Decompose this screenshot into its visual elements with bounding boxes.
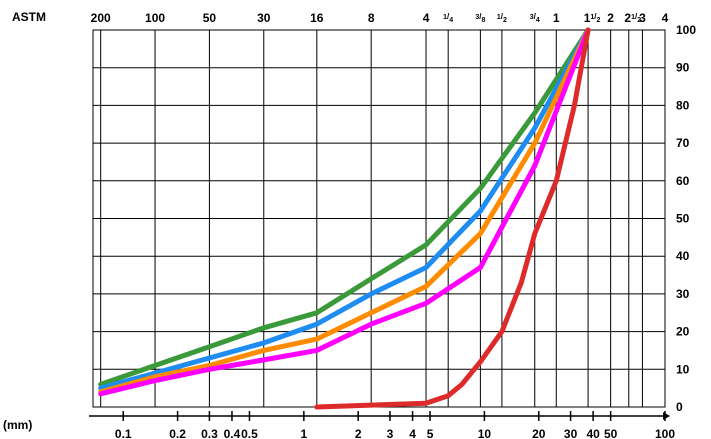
series-line-3 bbox=[98, 27, 591, 395]
y-tick-label: 80 bbox=[676, 98, 690, 112]
y-tick-label: 70 bbox=[676, 136, 690, 150]
mm-tick-label: 0.2 bbox=[169, 427, 186, 439]
y-tick-label: 60 bbox=[676, 174, 690, 188]
mm-tick-label: 0.4 bbox=[224, 427, 241, 439]
y-tick-labels: 0 10 20 30 40 50 60 70 80 90 100 bbox=[676, 23, 696, 414]
series-line-5 bbox=[314, 27, 591, 410]
y-tick-label: 90 bbox=[676, 61, 690, 75]
mm-tick-label: 10 bbox=[478, 427, 492, 439]
astm-tick-label: 8 bbox=[368, 11, 375, 25]
astm-tick-label: 100 bbox=[145, 11, 165, 25]
mm-axis-arrow bbox=[663, 412, 670, 420]
y-tick-label: 50 bbox=[676, 212, 690, 226]
astm-tick-label: 16 bbox=[310, 11, 324, 25]
mm-tick-label: 0.3 bbox=[201, 427, 218, 439]
astm-tick-label: 50 bbox=[203, 11, 217, 25]
y-tick-label: 100 bbox=[676, 23, 696, 37]
astm-tick-label: 21/2 bbox=[624, 11, 641, 25]
astm-tick-label: 3 bbox=[639, 11, 646, 25]
mm-tick-label: 100 bbox=[655, 427, 675, 439]
series-line-2 bbox=[98, 27, 591, 391]
astm-tick-label: 2 bbox=[607, 11, 614, 25]
astm-tick-label: 4 bbox=[662, 11, 669, 25]
y-tick-label: 10 bbox=[676, 362, 690, 376]
y-tick-label: 30 bbox=[676, 287, 690, 301]
mm-tick-label: 1 bbox=[300, 427, 307, 439]
mm-tick-label: 0.5 bbox=[241, 427, 258, 439]
x-axis bbox=[89, 411, 670, 421]
mm-tick-label: 4 bbox=[409, 427, 416, 439]
mm-tick-label: 40 bbox=[586, 427, 600, 439]
series-line-1 bbox=[98, 27, 591, 387]
grid-lines bbox=[93, 30, 665, 407]
series-lines bbox=[98, 27, 591, 410]
astm-tick-label: 11/2 bbox=[584, 11, 601, 25]
y-tick-label: 0 bbox=[676, 400, 683, 414]
astm-tick-labels: 200 100 50 30 16 8 4 1/4 3/8 1/2 3/4 1 11/2 2 21/23 4 bbox=[91, 11, 669, 25]
y-tick-label: 40 bbox=[676, 249, 690, 263]
x-tick-labels: 0.1 0.2 0.3 0.4 0.5 1 2 3 4 5 10 20 30 40 50 100 bbox=[115, 427, 675, 439]
y-tick-label: 20 bbox=[676, 325, 690, 339]
mm-tick-label: 20 bbox=[532, 427, 546, 439]
mm-tick-label: 2 bbox=[355, 427, 362, 439]
astm-tick-label: 1 bbox=[553, 11, 560, 25]
mm-tick-label: 50 bbox=[604, 427, 618, 439]
mm-tick-label: 30 bbox=[564, 427, 578, 439]
astm-tick-label: 30 bbox=[257, 11, 271, 25]
astm-tick-label: 1/2 bbox=[497, 12, 507, 24]
astm-tick-label: 4 bbox=[423, 11, 430, 25]
astm-tick-label: 3/8 bbox=[475, 12, 485, 24]
astm-tick-label: 1/4 bbox=[443, 12, 453, 24]
astm-tick-label: 200 bbox=[91, 11, 111, 25]
mm-axis-title: (mm) bbox=[3, 418, 32, 432]
mm-tick-label: 0.1 bbox=[115, 427, 132, 439]
mm-tick-label: 3 bbox=[387, 427, 394, 439]
series-line-4 bbox=[98, 27, 591, 397]
mm-tick-label: 5 bbox=[427, 427, 434, 439]
astm-tick-label: 3/4 bbox=[530, 12, 540, 24]
astm-axis-title: ASTM bbox=[12, 10, 46, 24]
